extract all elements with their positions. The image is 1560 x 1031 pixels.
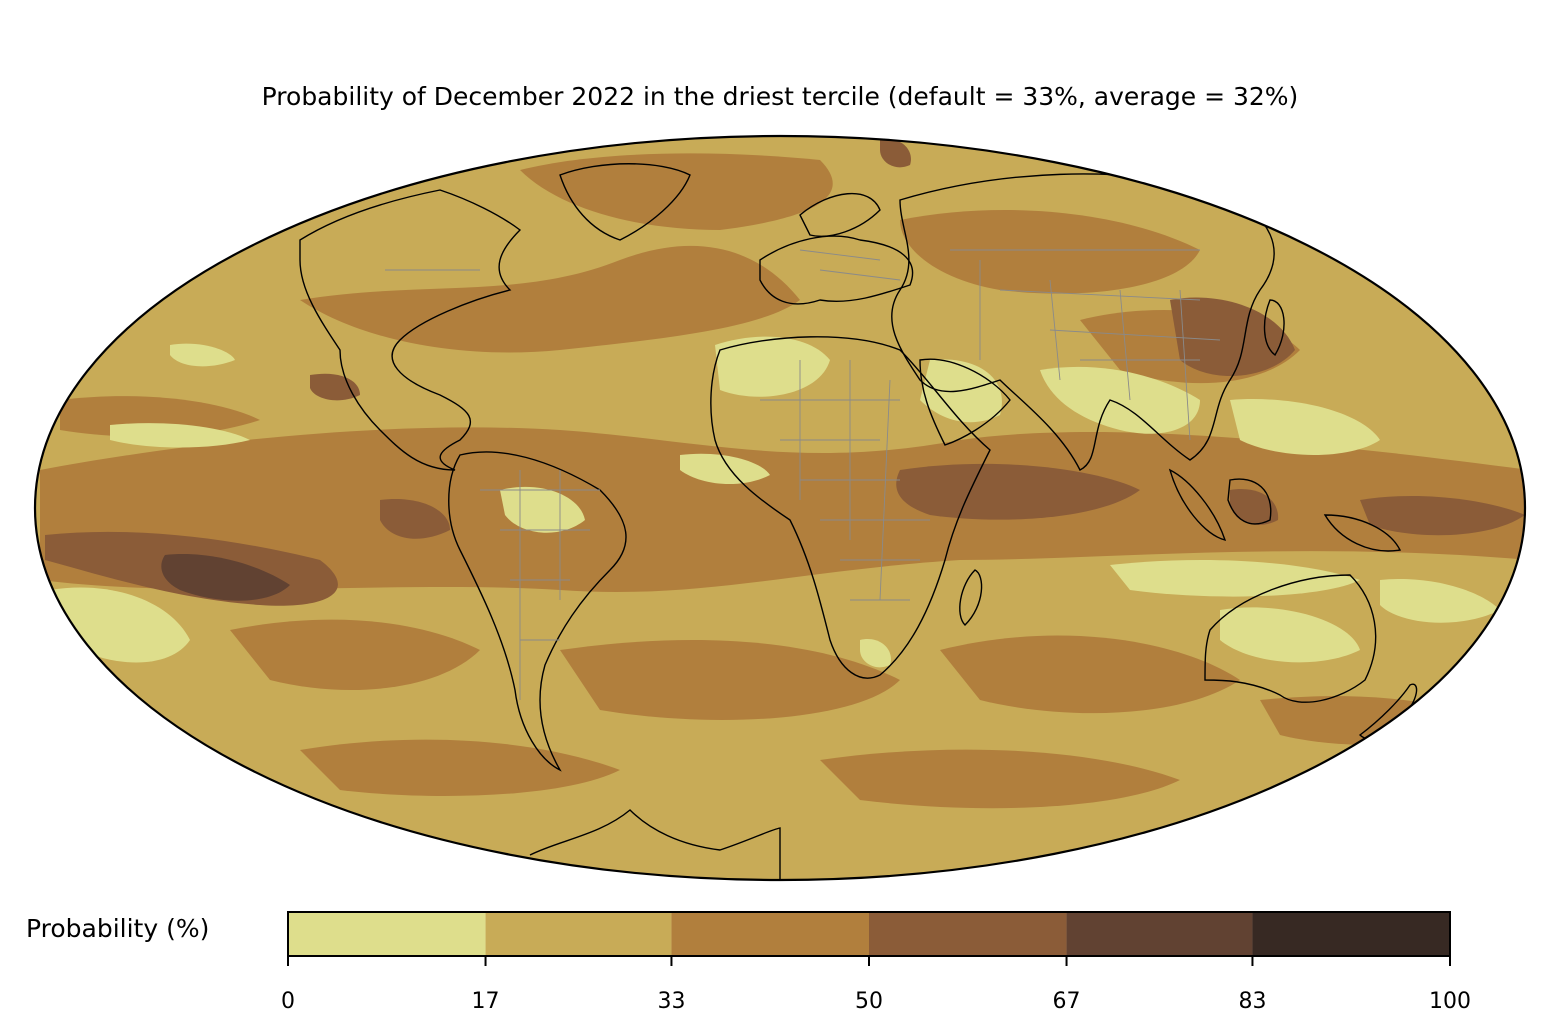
colorbar-tick-label: 17 (472, 989, 500, 1014)
colorbar-bin-0 (288, 912, 486, 956)
colorbar-tick-label: 83 (1238, 989, 1266, 1014)
colorbar-label: Probability (%) (26, 914, 210, 943)
colorbar-tick-label: 50 (855, 989, 883, 1014)
colorbar-tick-label: 0 (281, 989, 295, 1014)
colorbar-bin-2 (671, 912, 869, 956)
sumatra-outline (1168, 468, 1227, 541)
colorbar-bin-3 (869, 912, 1067, 956)
scandinavia-outline (799, 192, 881, 237)
new-guinea-outline (1323, 514, 1402, 552)
colorbar-tick-label: 33 (657, 989, 685, 1014)
colorbar-bin-5 (1252, 912, 1450, 956)
colorbar-bin-1 (485, 912, 672, 956)
north-america-outline (299, 189, 522, 471)
madagascar-outline (959, 569, 983, 626)
colorbar-bin-4 (1066, 912, 1253, 956)
coastlines (299, 163, 1418, 880)
colorbar-bins (288, 912, 1450, 956)
africa-outline (710, 336, 991, 679)
borneo-outline (1227, 478, 1272, 525)
colorbar-ticks: 0 17 33 50 67 83 100 (281, 956, 1471, 1014)
australia-outline (1204, 574, 1377, 703)
world-map (33, 134, 1527, 882)
probability-field (35, 136, 1525, 880)
japan-outline (1263, 299, 1285, 357)
country-borders (385, 249, 1221, 700)
greenland-outline (559, 163, 691, 241)
map-title: Probability of December 2022 in the drie… (261, 82, 1299, 111)
colorbar-tick-label: 100 (1429, 989, 1471, 1014)
arabia-outline (919, 358, 1011, 446)
globe-outline (33, 134, 1527, 882)
antarctica-outline (529, 809, 781, 880)
south-america-outline (448, 451, 627, 772)
colorbar-tick-label: 67 (1053, 989, 1081, 1014)
